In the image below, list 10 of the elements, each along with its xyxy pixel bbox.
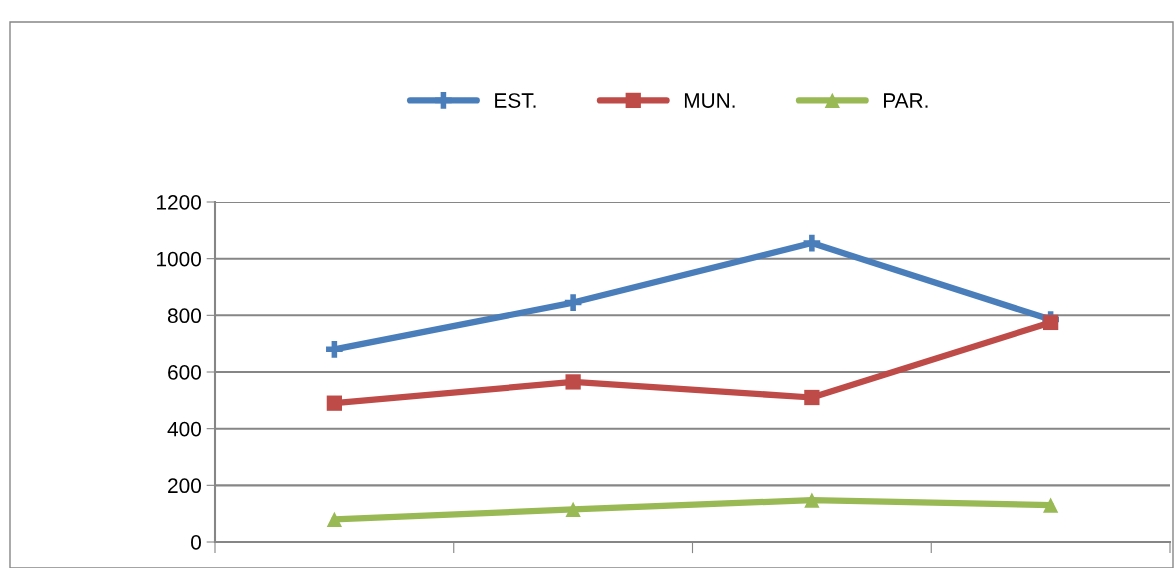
y-tick-label: 200 [168,478,201,494]
y-tick-label: 600 [168,365,201,380]
y-tick-label: 800 [167,308,201,324]
y-tick-label: 1000 [157,251,201,267]
legend-label: PAR. [884,93,928,108]
y-tick-label: 0 [191,535,201,550]
y-tick-label: 1200 [157,195,201,210]
y-tick-label: 400 [167,421,201,437]
legend-label: MUN. [684,93,735,108]
legend-label: EST. [495,93,536,108]
